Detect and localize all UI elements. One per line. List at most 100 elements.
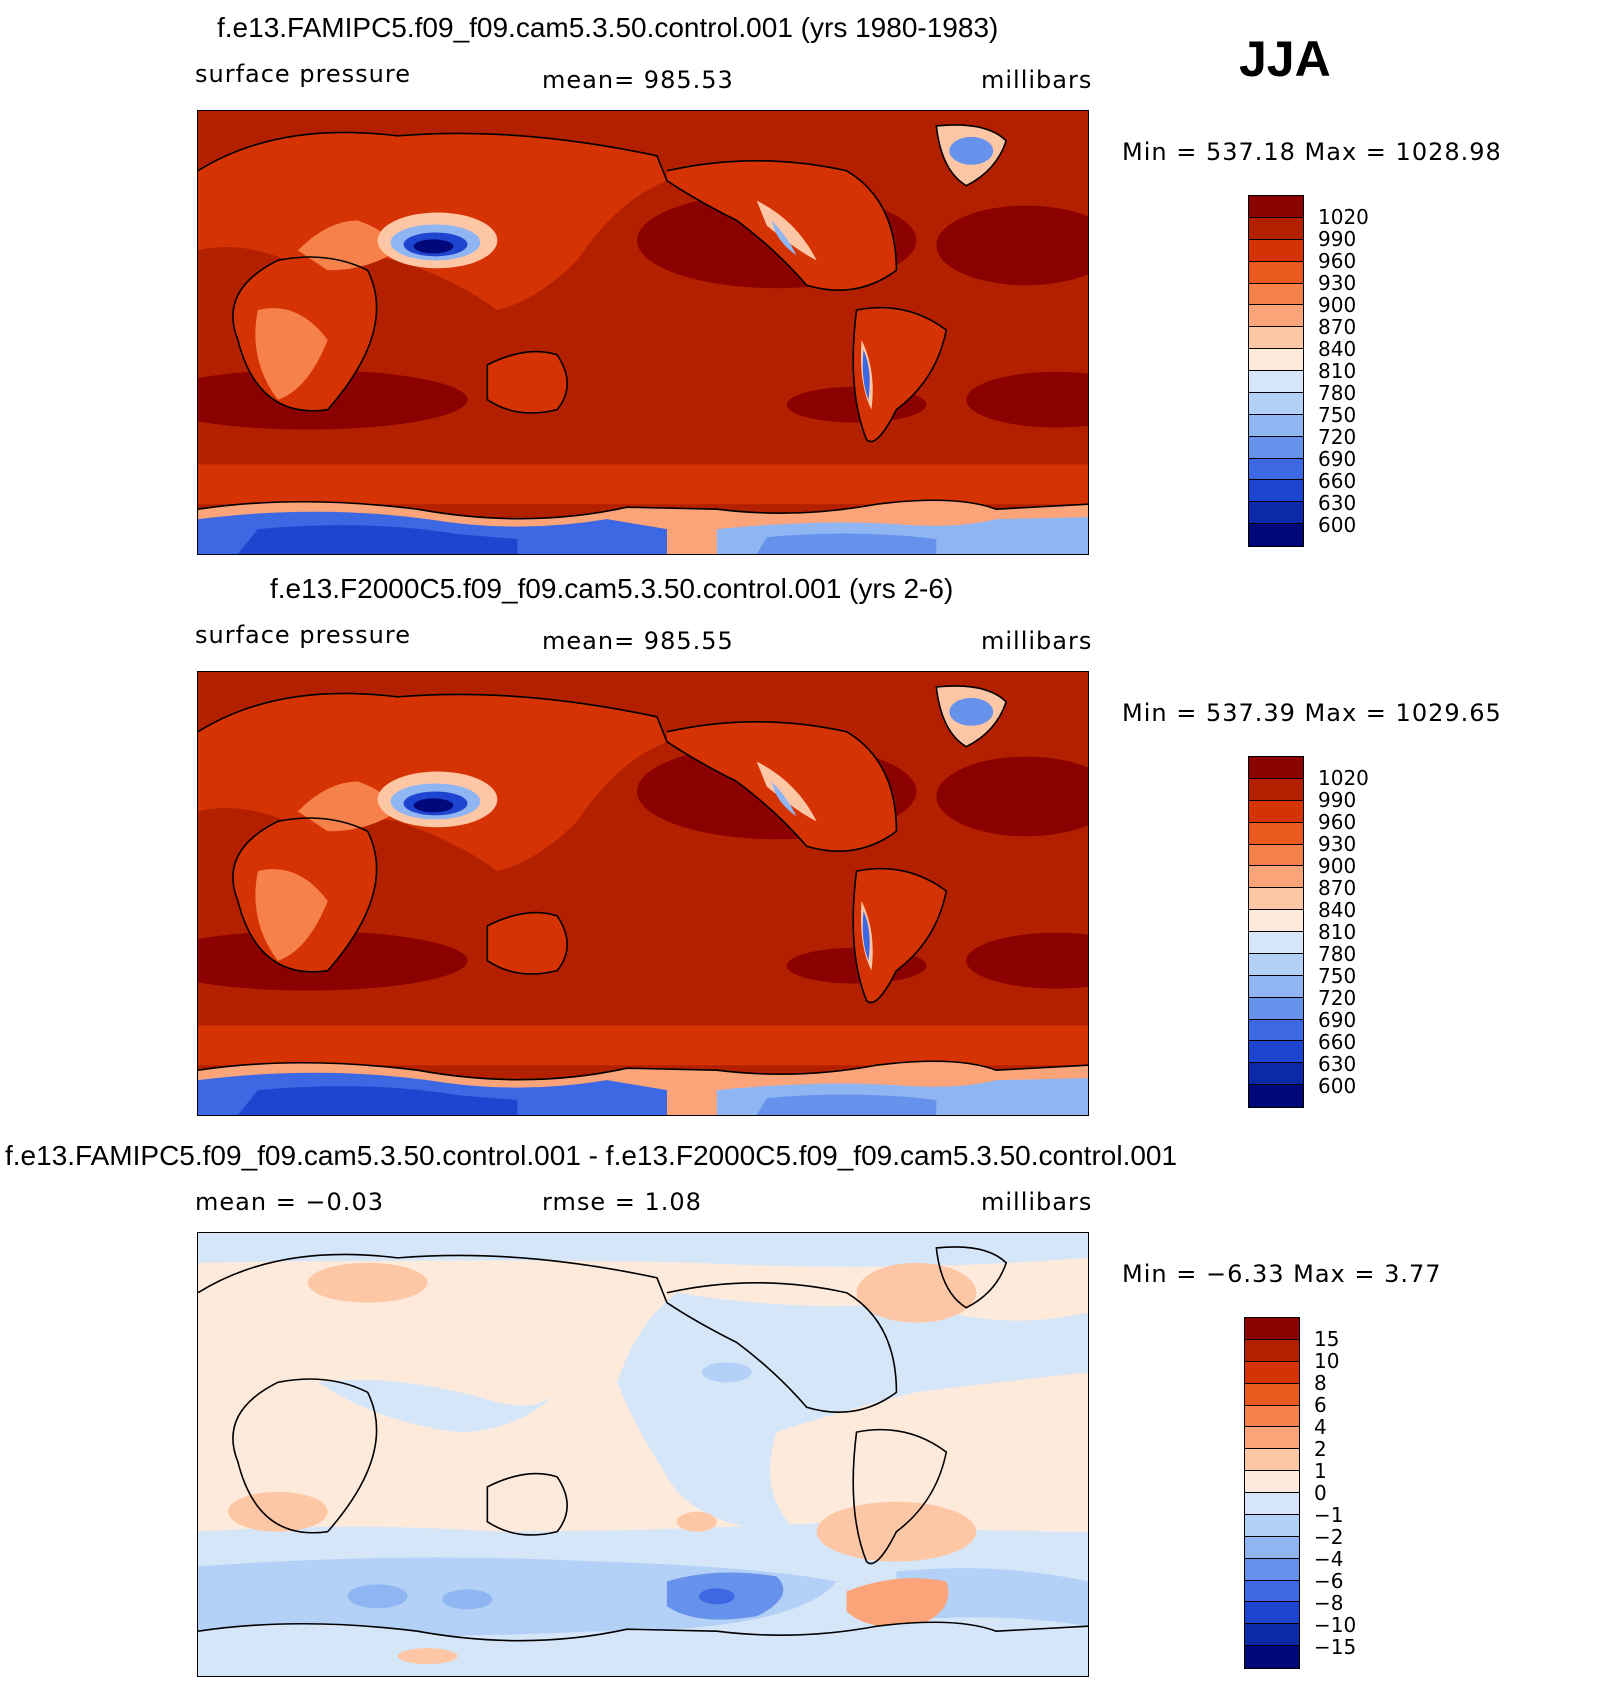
panel-1-variable: surface pressure bbox=[195, 60, 411, 88]
panel-2-minmax: Min = 537.39 Max = 1029.65 bbox=[1122, 699, 1502, 727]
colorbar-swatch bbox=[1249, 261, 1303, 284]
colorbar-label: 1020 bbox=[1318, 766, 1369, 790]
colorbar-label: 900 bbox=[1318, 293, 1357, 317]
colorbar-swatch bbox=[1249, 778, 1303, 801]
colorbar-label: 930 bbox=[1318, 832, 1357, 856]
panel-1-minmax: Min = 537.18 Max = 1028.98 bbox=[1122, 138, 1502, 166]
colorbar-swatch bbox=[1249, 458, 1303, 481]
colorbar-label: 630 bbox=[1318, 491, 1357, 515]
colorbar-swatch bbox=[1249, 480, 1303, 503]
colorbar-label: −10 bbox=[1314, 1613, 1357, 1637]
panel-3-minmax: Min = −6.33 Max = 3.77 bbox=[1122, 1260, 1442, 1288]
colorbar-swatch bbox=[1249, 1041, 1303, 1064]
colorbar-swatch bbox=[1249, 953, 1303, 976]
colorbar-swatch bbox=[1245, 1339, 1299, 1362]
colorbar-label: 4 bbox=[1314, 1415, 1327, 1439]
colorbar-label: 840 bbox=[1318, 337, 1357, 361]
colorbar-label: 600 bbox=[1318, 513, 1357, 537]
colorbar-swatch bbox=[1249, 1063, 1303, 1086]
colorbar-swatch bbox=[1249, 844, 1303, 867]
panel-3-rmse: rmse = 1.08 bbox=[542, 1188, 702, 1216]
colorbar-swatch bbox=[1249, 822, 1303, 845]
colorbar-swatch bbox=[1249, 239, 1303, 262]
colorbar-swatch bbox=[1249, 305, 1303, 328]
panel-3-colorbar bbox=[1244, 1317, 1300, 1669]
colorbar-label: −15 bbox=[1314, 1635, 1357, 1659]
colorbar-label: 660 bbox=[1318, 469, 1357, 493]
colorbar-swatch bbox=[1249, 414, 1303, 437]
colorbar-swatch bbox=[1245, 1383, 1299, 1406]
colorbar-swatch bbox=[1249, 910, 1303, 932]
colorbar-label: −8 bbox=[1314, 1591, 1344, 1615]
season-label: JJA bbox=[1239, 31, 1331, 87]
colorbar-label: 15 bbox=[1314, 1327, 1340, 1351]
colorbar-swatch bbox=[1249, 436, 1303, 459]
colorbar-label: 990 bbox=[1318, 788, 1357, 812]
colorbar-label: 690 bbox=[1318, 447, 1357, 471]
colorbar-label: −4 bbox=[1314, 1547, 1344, 1571]
colorbar-swatch bbox=[1249, 327, 1303, 350]
colorbar-label: 810 bbox=[1318, 920, 1357, 944]
colorbar-swatch bbox=[1245, 1514, 1299, 1537]
colorbar-swatch bbox=[1249, 283, 1303, 306]
panel-3-mean: mean = −0.03 bbox=[195, 1188, 384, 1216]
colorbar-label: −2 bbox=[1314, 1525, 1344, 1549]
panel-1-colorbar bbox=[1248, 195, 1304, 547]
panel-2-field bbox=[198, 672, 1088, 1115]
colorbar-label: 6 bbox=[1314, 1393, 1327, 1417]
colorbar-label: 810 bbox=[1318, 359, 1357, 383]
colorbar-label: 960 bbox=[1318, 249, 1357, 273]
colorbar-swatch bbox=[1249, 888, 1303, 911]
colorbar-label: 720 bbox=[1318, 986, 1357, 1010]
colorbar-swatch bbox=[1249, 1019, 1303, 1042]
panel-2-colorbar bbox=[1248, 756, 1304, 1108]
colorbar-swatch bbox=[1249, 502, 1303, 525]
colorbar-swatch bbox=[1245, 1449, 1299, 1472]
colorbar-swatch bbox=[1245, 1427, 1299, 1450]
colorbar-label: 720 bbox=[1318, 425, 1357, 449]
colorbar-swatch bbox=[1249, 392, 1303, 415]
colorbar-label: 2 bbox=[1314, 1437, 1327, 1461]
colorbar-swatch bbox=[1245, 1624, 1299, 1647]
colorbar-label: 840 bbox=[1318, 898, 1357, 922]
panel-2-map bbox=[197, 671, 1089, 1116]
colorbar-swatch bbox=[1249, 371, 1303, 393]
colorbar-label: 660 bbox=[1318, 1030, 1357, 1054]
colorbar-swatch bbox=[1249, 196, 1303, 218]
panel-3-units: millibars bbox=[981, 1188, 1093, 1216]
panel-2-mean: mean= 985.55 bbox=[542, 627, 734, 655]
colorbar-label: −1 bbox=[1314, 1503, 1344, 1527]
panel-2-units: millibars bbox=[981, 627, 1093, 655]
colorbar-swatch bbox=[1249, 932, 1303, 954]
colorbar-label: 1 bbox=[1314, 1459, 1327, 1483]
colorbar-swatch bbox=[1249, 800, 1303, 823]
panel-3-map bbox=[197, 1232, 1089, 1677]
colorbar-swatch bbox=[1245, 1405, 1299, 1428]
colorbar-swatch bbox=[1249, 975, 1303, 998]
colorbar-label: 630 bbox=[1318, 1052, 1357, 1076]
colorbar-label: 930 bbox=[1318, 271, 1357, 295]
colorbar-swatch bbox=[1249, 757, 1303, 779]
colorbar-label: 780 bbox=[1318, 381, 1357, 405]
colorbar-label: 990 bbox=[1318, 227, 1357, 251]
colorbar-swatch bbox=[1245, 1580, 1299, 1603]
colorbar-swatch bbox=[1245, 1536, 1299, 1559]
colorbar-label: 690 bbox=[1318, 1008, 1357, 1032]
colorbar-label: 870 bbox=[1318, 876, 1357, 900]
colorbar-label: 750 bbox=[1318, 403, 1357, 427]
panel-1-title: f.e13.FAMIPC5.f09_f09.cam5.3.50.control.… bbox=[217, 12, 999, 43]
panel-2-variable: surface pressure bbox=[195, 621, 411, 649]
colorbar-swatch bbox=[1249, 1085, 1303, 1107]
panel-1-map bbox=[197, 110, 1089, 555]
colorbar-swatch bbox=[1245, 1602, 1299, 1625]
colorbar-label: 960 bbox=[1318, 810, 1357, 834]
colorbar-label: 1020 bbox=[1318, 205, 1369, 229]
panel-1-units: millibars bbox=[981, 66, 1093, 94]
colorbar-label: 900 bbox=[1318, 854, 1357, 878]
colorbar-label: 0 bbox=[1314, 1481, 1327, 1505]
colorbar-swatch bbox=[1249, 217, 1303, 240]
colorbar-label: 780 bbox=[1318, 942, 1357, 966]
colorbar-swatch bbox=[1245, 1318, 1299, 1340]
panel-1-field bbox=[198, 111, 1088, 554]
colorbar-swatch bbox=[1245, 1646, 1299, 1668]
